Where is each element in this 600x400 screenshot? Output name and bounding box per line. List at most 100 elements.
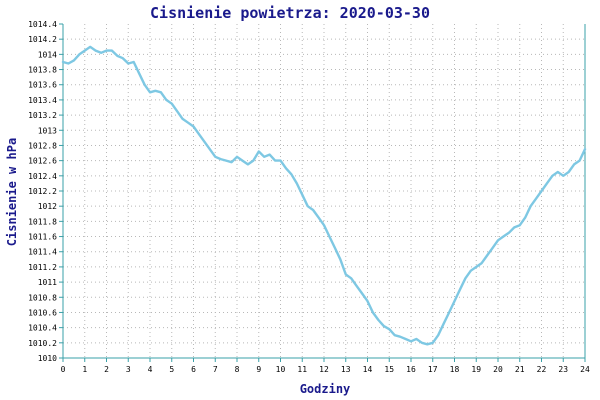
x-tick-label: 22 bbox=[537, 365, 547, 374]
data-point bbox=[285, 167, 287, 169]
data-point bbox=[133, 61, 135, 63]
data-point bbox=[236, 156, 238, 158]
data-point bbox=[399, 336, 401, 338]
data-point bbox=[328, 235, 331, 238]
data-point bbox=[258, 150, 260, 153]
data-point bbox=[584, 148, 586, 150]
data-point bbox=[578, 160, 581, 162]
y-tick-label: 1011.4 bbox=[28, 248, 57, 257]
x-tick-label: 5 bbox=[169, 365, 174, 374]
x-tick-label: 24 bbox=[580, 365, 590, 374]
data-point bbox=[453, 300, 456, 302]
x-axis-label: Godziny bbox=[300, 382, 351, 396]
data-point bbox=[116, 55, 118, 57]
data-point bbox=[105, 49, 108, 52]
data-point bbox=[562, 175, 564, 177]
data-point bbox=[404, 338, 407, 340]
series-line-0 bbox=[61, 45, 587, 346]
data-point bbox=[459, 289, 461, 291]
y-tick-label: 1010.8 bbox=[28, 293, 57, 302]
data-point bbox=[546, 182, 548, 185]
data-point bbox=[350, 277, 352, 279]
x-tick-label: 13 bbox=[341, 365, 351, 374]
data-point bbox=[220, 158, 222, 160]
data-point bbox=[573, 163, 575, 166]
data-point bbox=[394, 334, 396, 336]
data-point bbox=[415, 338, 418, 340]
x-tick-label: 8 bbox=[235, 365, 240, 374]
y-tick-label: 1010.6 bbox=[28, 308, 57, 317]
data-point bbox=[230, 161, 233, 163]
data-point bbox=[127, 62, 129, 65]
y-tick-label: 1011 bbox=[38, 278, 57, 287]
data-point bbox=[274, 160, 276, 162]
data-point bbox=[165, 99, 167, 101]
x-tick-label: 3 bbox=[126, 365, 131, 374]
y-tick-label: 1010.2 bbox=[28, 339, 57, 348]
data-point bbox=[241, 160, 244, 162]
y-tick-label: 1011.6 bbox=[28, 233, 57, 242]
data-point bbox=[334, 247, 336, 249]
data-point bbox=[143, 84, 146, 86]
x-tick-label: 16 bbox=[406, 365, 416, 374]
y-tick-label: 1014.2 bbox=[28, 35, 57, 44]
x-tick-label: 19 bbox=[471, 365, 481, 374]
data-point bbox=[203, 141, 205, 143]
data-point bbox=[192, 125, 195, 128]
x-axis-ticks: 0 1 2 3 4 5 6 7 8 9 10 11 12 13 14 15 16 17 18 19 20 21 22 23 24 bbox=[61, 358, 590, 374]
data-point bbox=[437, 334, 439, 336]
data-point bbox=[84, 49, 86, 52]
x-tick-label: 1 bbox=[82, 365, 87, 374]
data-point bbox=[307, 205, 309, 207]
data-point bbox=[176, 110, 178, 112]
grid bbox=[63, 24, 585, 358]
series-layer bbox=[61, 45, 587, 346]
data-point bbox=[252, 160, 254, 162]
y-tick-label: 1013 bbox=[38, 126, 57, 135]
data-point bbox=[214, 156, 216, 158]
data-point bbox=[187, 122, 189, 124]
data-point bbox=[73, 59, 75, 62]
y-tick-label: 1012.8 bbox=[28, 141, 57, 150]
data-point bbox=[296, 182, 298, 185]
data-point bbox=[366, 300, 369, 302]
data-point bbox=[62, 61, 64, 63]
data-point bbox=[383, 325, 385, 327]
data-point bbox=[470, 270, 472, 272]
y-tick-label: 1012.4 bbox=[28, 172, 57, 181]
data-point bbox=[372, 311, 374, 314]
x-tick-label: 20 bbox=[493, 365, 503, 374]
data-point bbox=[519, 224, 521, 226]
data-point bbox=[95, 49, 97, 52]
x-tick-label: 15 bbox=[384, 365, 394, 374]
data-point bbox=[122, 57, 124, 59]
y-tick-label: 1012.6 bbox=[28, 157, 57, 166]
data-point bbox=[225, 160, 227, 162]
data-point bbox=[263, 156, 265, 158]
y-tick-label: 1014 bbox=[38, 50, 57, 59]
data-point bbox=[89, 46, 91, 48]
data-point bbox=[377, 319, 379, 321]
data-point bbox=[182, 118, 184, 120]
data-point bbox=[497, 239, 499, 241]
data-point bbox=[502, 235, 505, 238]
y-tick-label: 1012.2 bbox=[28, 187, 57, 196]
x-tick-label: 10 bbox=[276, 365, 286, 374]
data-point bbox=[312, 209, 314, 211]
y-tick-label: 1010.4 bbox=[28, 324, 57, 333]
x-tick-label: 18 bbox=[450, 365, 460, 374]
x-tick-label: 6 bbox=[191, 365, 196, 374]
y-tick-label: 1011.2 bbox=[28, 263, 57, 272]
data-point bbox=[160, 91, 162, 93]
data-point bbox=[339, 258, 341, 260]
data-point bbox=[154, 90, 157, 92]
y-tick-label: 1014.4 bbox=[28, 20, 57, 29]
data-point bbox=[535, 197, 537, 200]
data-point bbox=[78, 53, 80, 55]
data-point bbox=[356, 285, 358, 287]
data-point bbox=[568, 171, 570, 173]
data-point bbox=[426, 343, 428, 345]
data-point bbox=[464, 277, 466, 279]
